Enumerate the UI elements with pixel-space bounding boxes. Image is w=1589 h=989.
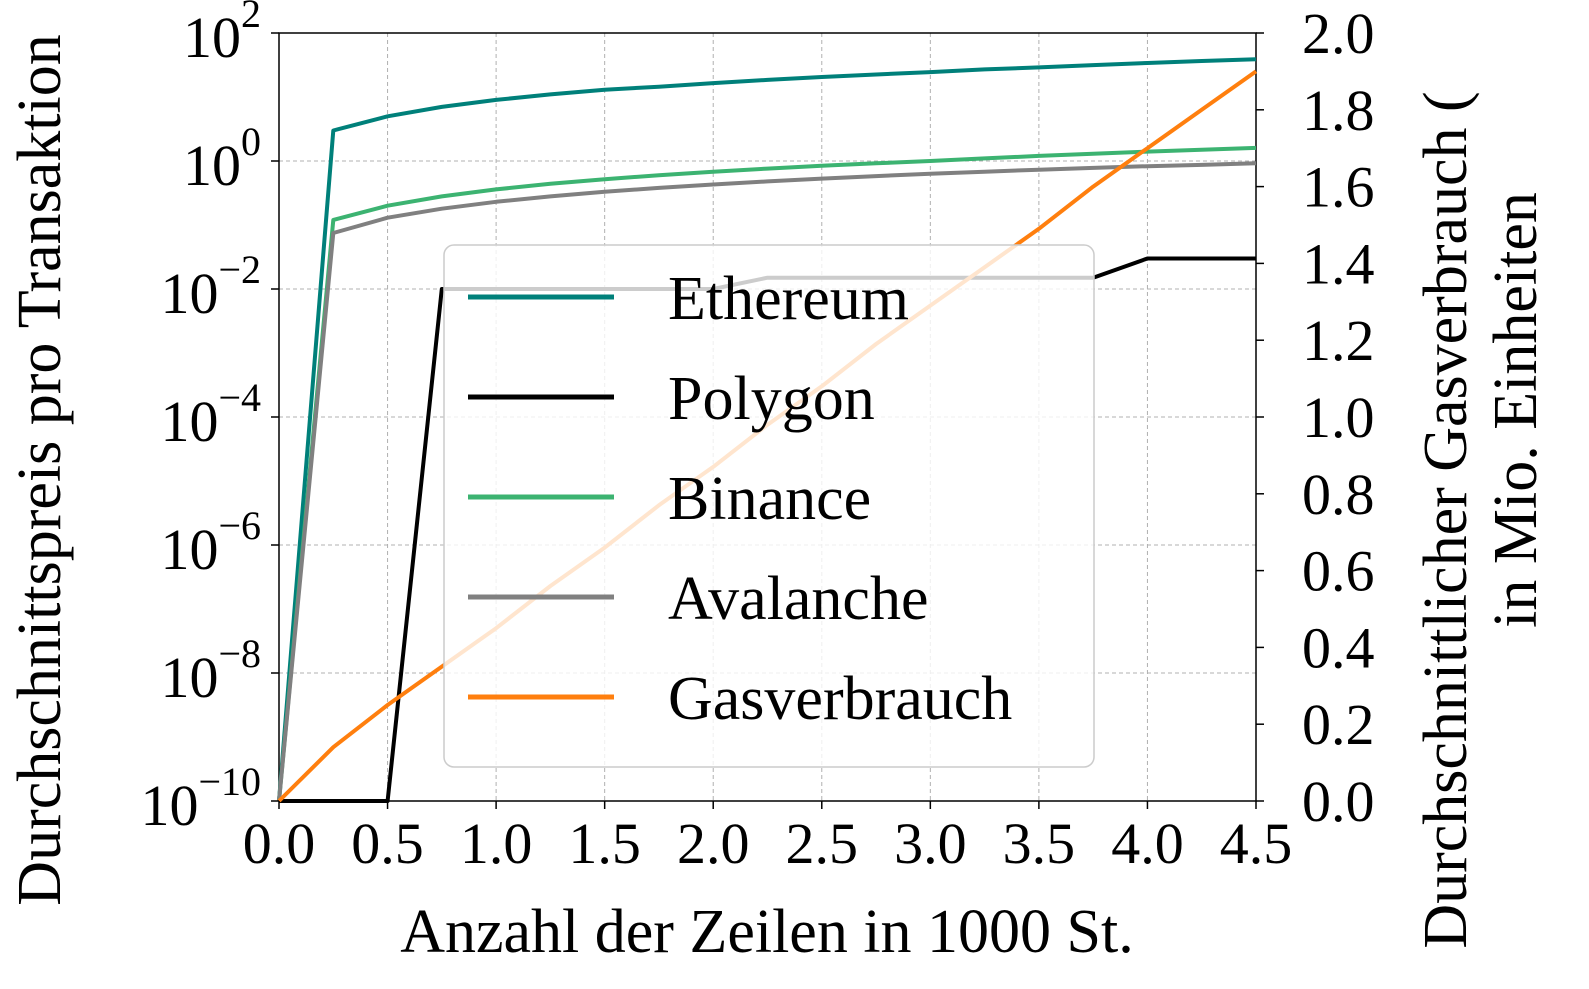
x-tick-label: 0.5 bbox=[351, 811, 424, 876]
y-right-tick-label: 0.8 bbox=[1302, 462, 1375, 527]
x-tick-label: 4.5 bbox=[1220, 811, 1293, 876]
series-line-avalanche bbox=[277, 161, 1257, 802]
y-right-tick-label: 0.2 bbox=[1302, 692, 1375, 757]
legend-label: Ethereum bbox=[668, 265, 909, 333]
y-left-tick-label: 100 bbox=[183, 119, 261, 198]
y-right-tick-label: 1.6 bbox=[1302, 155, 1375, 220]
x-axis-label: Anzahl der Zeilen in 1000 St. bbox=[400, 898, 1134, 966]
x-tick-label: 3.5 bbox=[1003, 811, 1076, 876]
y-right-tick-label: 1.2 bbox=[1302, 308, 1375, 373]
x-tick-label: 2.0 bbox=[677, 811, 750, 876]
y-axis-label-right-line2: in Mio. Einheiten bbox=[1482, 192, 1550, 628]
y-left-tick-label: 10−8 bbox=[160, 631, 261, 710]
x-tick-label: 4.0 bbox=[1111, 811, 1184, 876]
y-right-tick-label: 2.0 bbox=[1302, 1, 1375, 66]
y-right-tick-label: 1.0 bbox=[1302, 385, 1375, 450]
y-right-tick-label: 1.8 bbox=[1302, 78, 1375, 143]
legend-box bbox=[443, 244, 1095, 768]
y-left-tick-label: 102 bbox=[183, 0, 261, 70]
legend-label: Polygon bbox=[668, 365, 875, 433]
y-left-tick-label: 10−4 bbox=[160, 375, 261, 454]
y-right-tick-label: 0.0 bbox=[1302, 769, 1375, 834]
y-right-tick-label: 0.6 bbox=[1302, 539, 1375, 604]
x-tick-label: 1.5 bbox=[568, 811, 641, 876]
y-left-tick-label: 10−10 bbox=[140, 759, 261, 838]
x-tick-label: 0.0 bbox=[243, 811, 316, 876]
y-left-tick-label: 10−6 bbox=[160, 503, 261, 582]
x-tick-label: 3.0 bbox=[894, 811, 967, 876]
y-left-tick-label: 10−2 bbox=[160, 247, 261, 326]
series-line-ethereum bbox=[277, 57, 1257, 802]
x-tick-label: 2.5 bbox=[786, 811, 859, 876]
axis-ticks: 0.0 0.5 1.0 1.5 2.0 2.5 3.0 3.5 4.0 4.5 102 100 10−2… bbox=[140, 0, 1374, 876]
x-tick-label: 1.0 bbox=[460, 811, 533, 876]
y-axis-label-right-line1: Durchschnittlicher Gasverbrauch ( bbox=[1412, 91, 1480, 948]
legend-label: Avalanche bbox=[668, 565, 928, 633]
y-right-tick-label: 0.4 bbox=[1302, 615, 1375, 680]
legend-label: Binance bbox=[668, 465, 871, 533]
legend: Ethereum Polygon Binance Avalanche Gasverbra… bbox=[443, 244, 1095, 768]
y-axis-label-left: Durchschnittspreis pro Transaktion bbox=[6, 34, 74, 905]
series-lines bbox=[277, 57, 1258, 803]
legend-label: Gasverbrauch bbox=[668, 665, 1012, 733]
series-line-binance bbox=[277, 145, 1257, 802]
y-right-tick-label: 1.4 bbox=[1302, 231, 1375, 296]
